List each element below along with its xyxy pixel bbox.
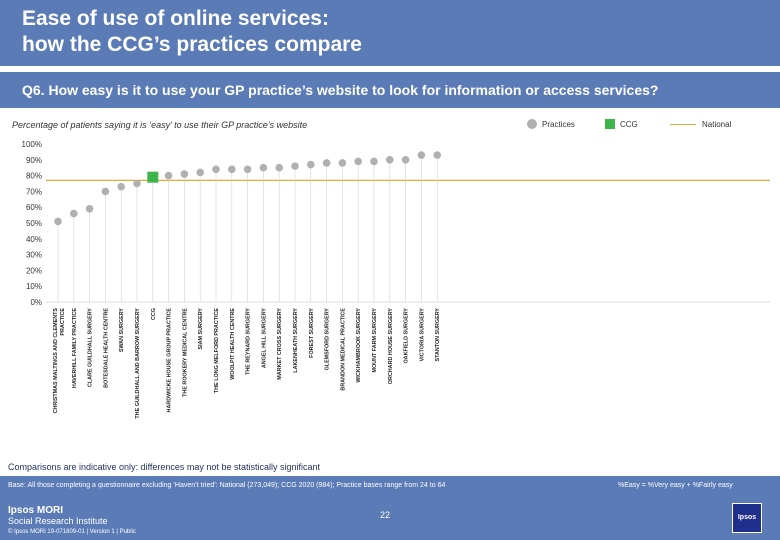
practice-marker [275,163,284,172]
category-label: CLARE GUILDHALL SURGERY [88,308,94,387]
header-band [0,0,780,66]
category-label: OAKFIELD SURGERY [404,308,410,364]
category-label: MARKET CROSS SURGERY [277,308,283,380]
y-tick-label: 50% [26,219,42,228]
category-label: SIAM SURGERY [198,308,204,350]
practice-marker [180,170,189,178]
footer-band [0,476,780,540]
page-title: Ease of use of online services: how the … [22,6,362,58]
ccg-marker-icon [605,119,615,129]
title-line-1: Ease of use of online services: [22,7,329,30]
practice-marker [417,151,426,159]
practice-marker [370,157,378,166]
y-tick-label: 40% [26,235,42,244]
ccg-marker [147,171,159,183]
ipsos-logo: Ipsos [732,503,762,533]
y-tick-label: 0% [30,298,42,307]
practice-marker [386,156,394,164]
category-label: GLEMSFORD SURGERY [325,308,331,371]
practice-marker [291,162,299,170]
practice-marker [212,165,220,174]
category-label: VICTORIA SURGERY [419,308,425,362]
practice-marker [322,159,331,167]
practices-chart: 0% 10% 20% 30% 40% 50% 60% 70% 80% 90% 100% CHRISTM… [22,140,770,419]
category-label: MOUNT FARM SURGERY [372,308,378,373]
practice-marker [54,217,62,226]
legend-ccg: CCG [605,118,638,130]
category-label: ANGEL HILL SURGERY [261,308,267,369]
category-label: LAKENHEATH SURGERY [293,308,299,373]
practice-marker [433,151,442,159]
practice-marker [164,171,173,180]
chart-subtitle: Percentage of patients saying it is ‘eas… [12,120,308,130]
practice-marker [259,163,268,172]
practice-marker [196,168,204,177]
y-tick-label: 100% [22,140,42,149]
category-label: THE LONG MELFORD PRACTICE [214,308,220,393]
practice-marker [228,165,236,174]
legend-national: National [670,118,731,130]
y-tick-label: 20% [26,266,42,275]
y-tick-label: 90% [26,156,42,165]
category-label: ORCHARD HOUSE SURGERY [388,308,394,385]
page-number: 22 [380,510,391,520]
practice-marker [85,204,94,213]
comparisons-note: Comparisons are indicative only: differe… [8,462,320,472]
category-label: THE REYNARD SURGERY [246,308,252,375]
legend-practices: Practices [527,118,575,130]
category-label: WICKHAMBROOK SURGERY [356,308,362,383]
category-label: SWAN SURGERY [119,308,125,353]
practice-marker-icon [527,119,537,129]
practice-marker [243,165,252,174]
chart-legend: Practices CCG National [0,118,780,132]
practice-marker [133,179,141,188]
category-label: BRANDON MEDICAL PRACTICE [340,308,346,391]
easy-definition: %Easy = %Very easy + %Fairly easy [618,482,733,489]
category-label: THE ROOKERY MEDICAL CENTRE [182,308,188,397]
category-label: FOREST SURGERY [309,308,315,358]
practice-marker [307,160,315,169]
y-tick-label: 30% [26,251,42,260]
practice-marker [354,157,363,166]
category-label: WOOLPIT HEALTH CENTRE [230,308,236,380]
document-reference: © Ipsos MORI 19-071809-01 | Version 1 | … [8,529,136,535]
practice-marker [338,159,347,167]
brand-block: Ipsos MORI Social Research Institute [8,505,108,527]
national-line-icon [670,123,696,125]
practice-marker [101,187,110,196]
title-line-2: how the CCG’s practices compare [22,33,362,56]
category-label: HAVERHILL FAMILY PRACTICE [72,308,78,388]
y-tick-label: 10% [26,282,42,291]
category-label: BOTESDALE HEALTH CENTRE [103,308,109,388]
practice-marker [117,182,125,191]
category-label: CCG [151,308,157,320]
legend-national-label: National [702,119,732,129]
brand-division: Social Research Institute [8,516,108,526]
practice-marker [401,156,410,164]
y-tick-label: 80% [26,172,42,181]
legend-ccg-label: CCG [620,119,638,129]
category-label: HARDWICKE HOUSE GROUP PRACTICE [167,308,173,413]
base-note: Base: All those completing a questionnai… [8,482,446,489]
brand-name: Ipsos MORI [8,505,64,516]
practice-marker [70,209,78,218]
category-label: THE GUILDHALL AND BARROW SURGERY [135,308,141,419]
question-band [0,72,780,108]
y-tick-label: 70% [26,187,42,196]
y-tick-label: 60% [26,203,42,212]
legend-practices-label: Practices [542,119,575,129]
category-label: STANTON SURGERY [435,308,441,362]
category-label: CHRISTMAS MALTINGS AND CLEMENTSPRACTICE [53,308,66,414]
question-text: Q6. How easy is it to use your GP practi… [22,82,659,98]
